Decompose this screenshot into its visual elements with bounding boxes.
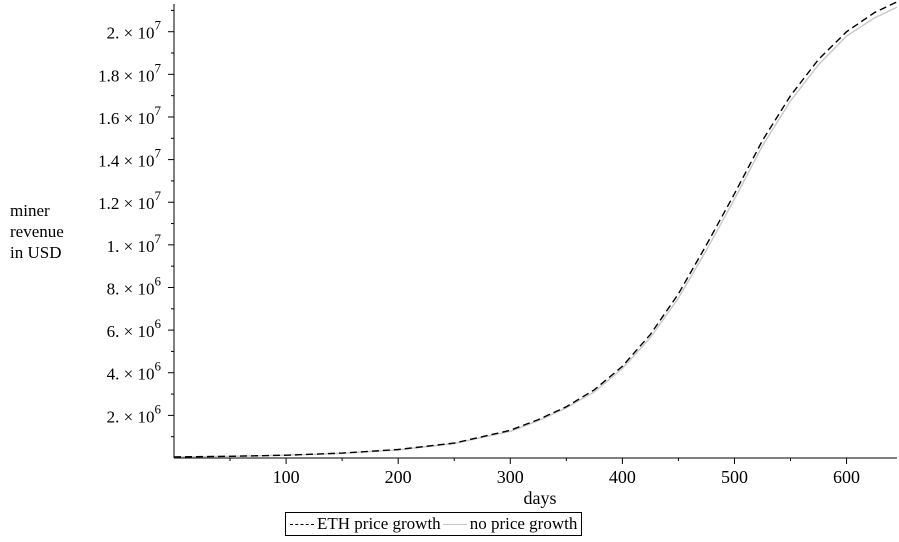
y-axis-label-line: in USD [10,243,62,262]
x-axis-label: days [524,488,557,508]
legend-entry-no-price-growth: no price growth [442,514,578,534]
y-axis-label-line: miner [10,201,50,220]
x-tick-label: 300 [497,467,524,487]
y-axis-label-line: revenue [10,222,64,241]
y-axis-ticks: 2. × 106 4. × 106 6. × 106 8. × 106 1. × 107… [98,9,174,438]
y-tick-label: 2. × 106 [107,401,162,426]
y-axis-label: miner revenue in USD [10,200,64,263]
legend: ETH price growth no price growth [285,512,583,536]
y-tick-label: 1.2 × 107 [98,188,161,213]
series-line-eth-price-growth [173,1,898,458]
legend-swatch-solid [442,523,467,525]
y-tick-label: 2. × 107 [107,18,162,43]
y-tick-label: 1. × 107 [107,231,162,256]
x-tick-label: 200 [385,467,412,487]
series-line-no-price-growth [173,6,898,458]
x-axis-ticks: 100 200 300 400 500 600 [229,458,860,487]
x-tick-label: 600 [833,467,860,487]
y-tick-label: 1.6 × 107 [98,103,161,128]
x-tick-label: 400 [609,467,636,487]
series-lines [173,1,898,458]
y-tick-label: 1.8 × 107 [98,60,161,85]
x-tick-label: 100 [273,467,300,487]
legend-label: no price growth [469,514,578,533]
y-tick-label: 4. × 106 [107,359,162,384]
y-tick-label: 8. × 106 [107,273,162,298]
x-tick-label: 500 [721,467,748,487]
legend-entry-eth-price-growth: ETH price growth [290,514,441,534]
legend-label: ETH price growth [317,514,441,533]
y-tick-label: 6. × 106 [107,316,162,341]
y-tick-label: 1.4 × 107 [98,146,161,171]
axes [173,4,897,459]
legend-swatch-dashed [290,523,314,525]
